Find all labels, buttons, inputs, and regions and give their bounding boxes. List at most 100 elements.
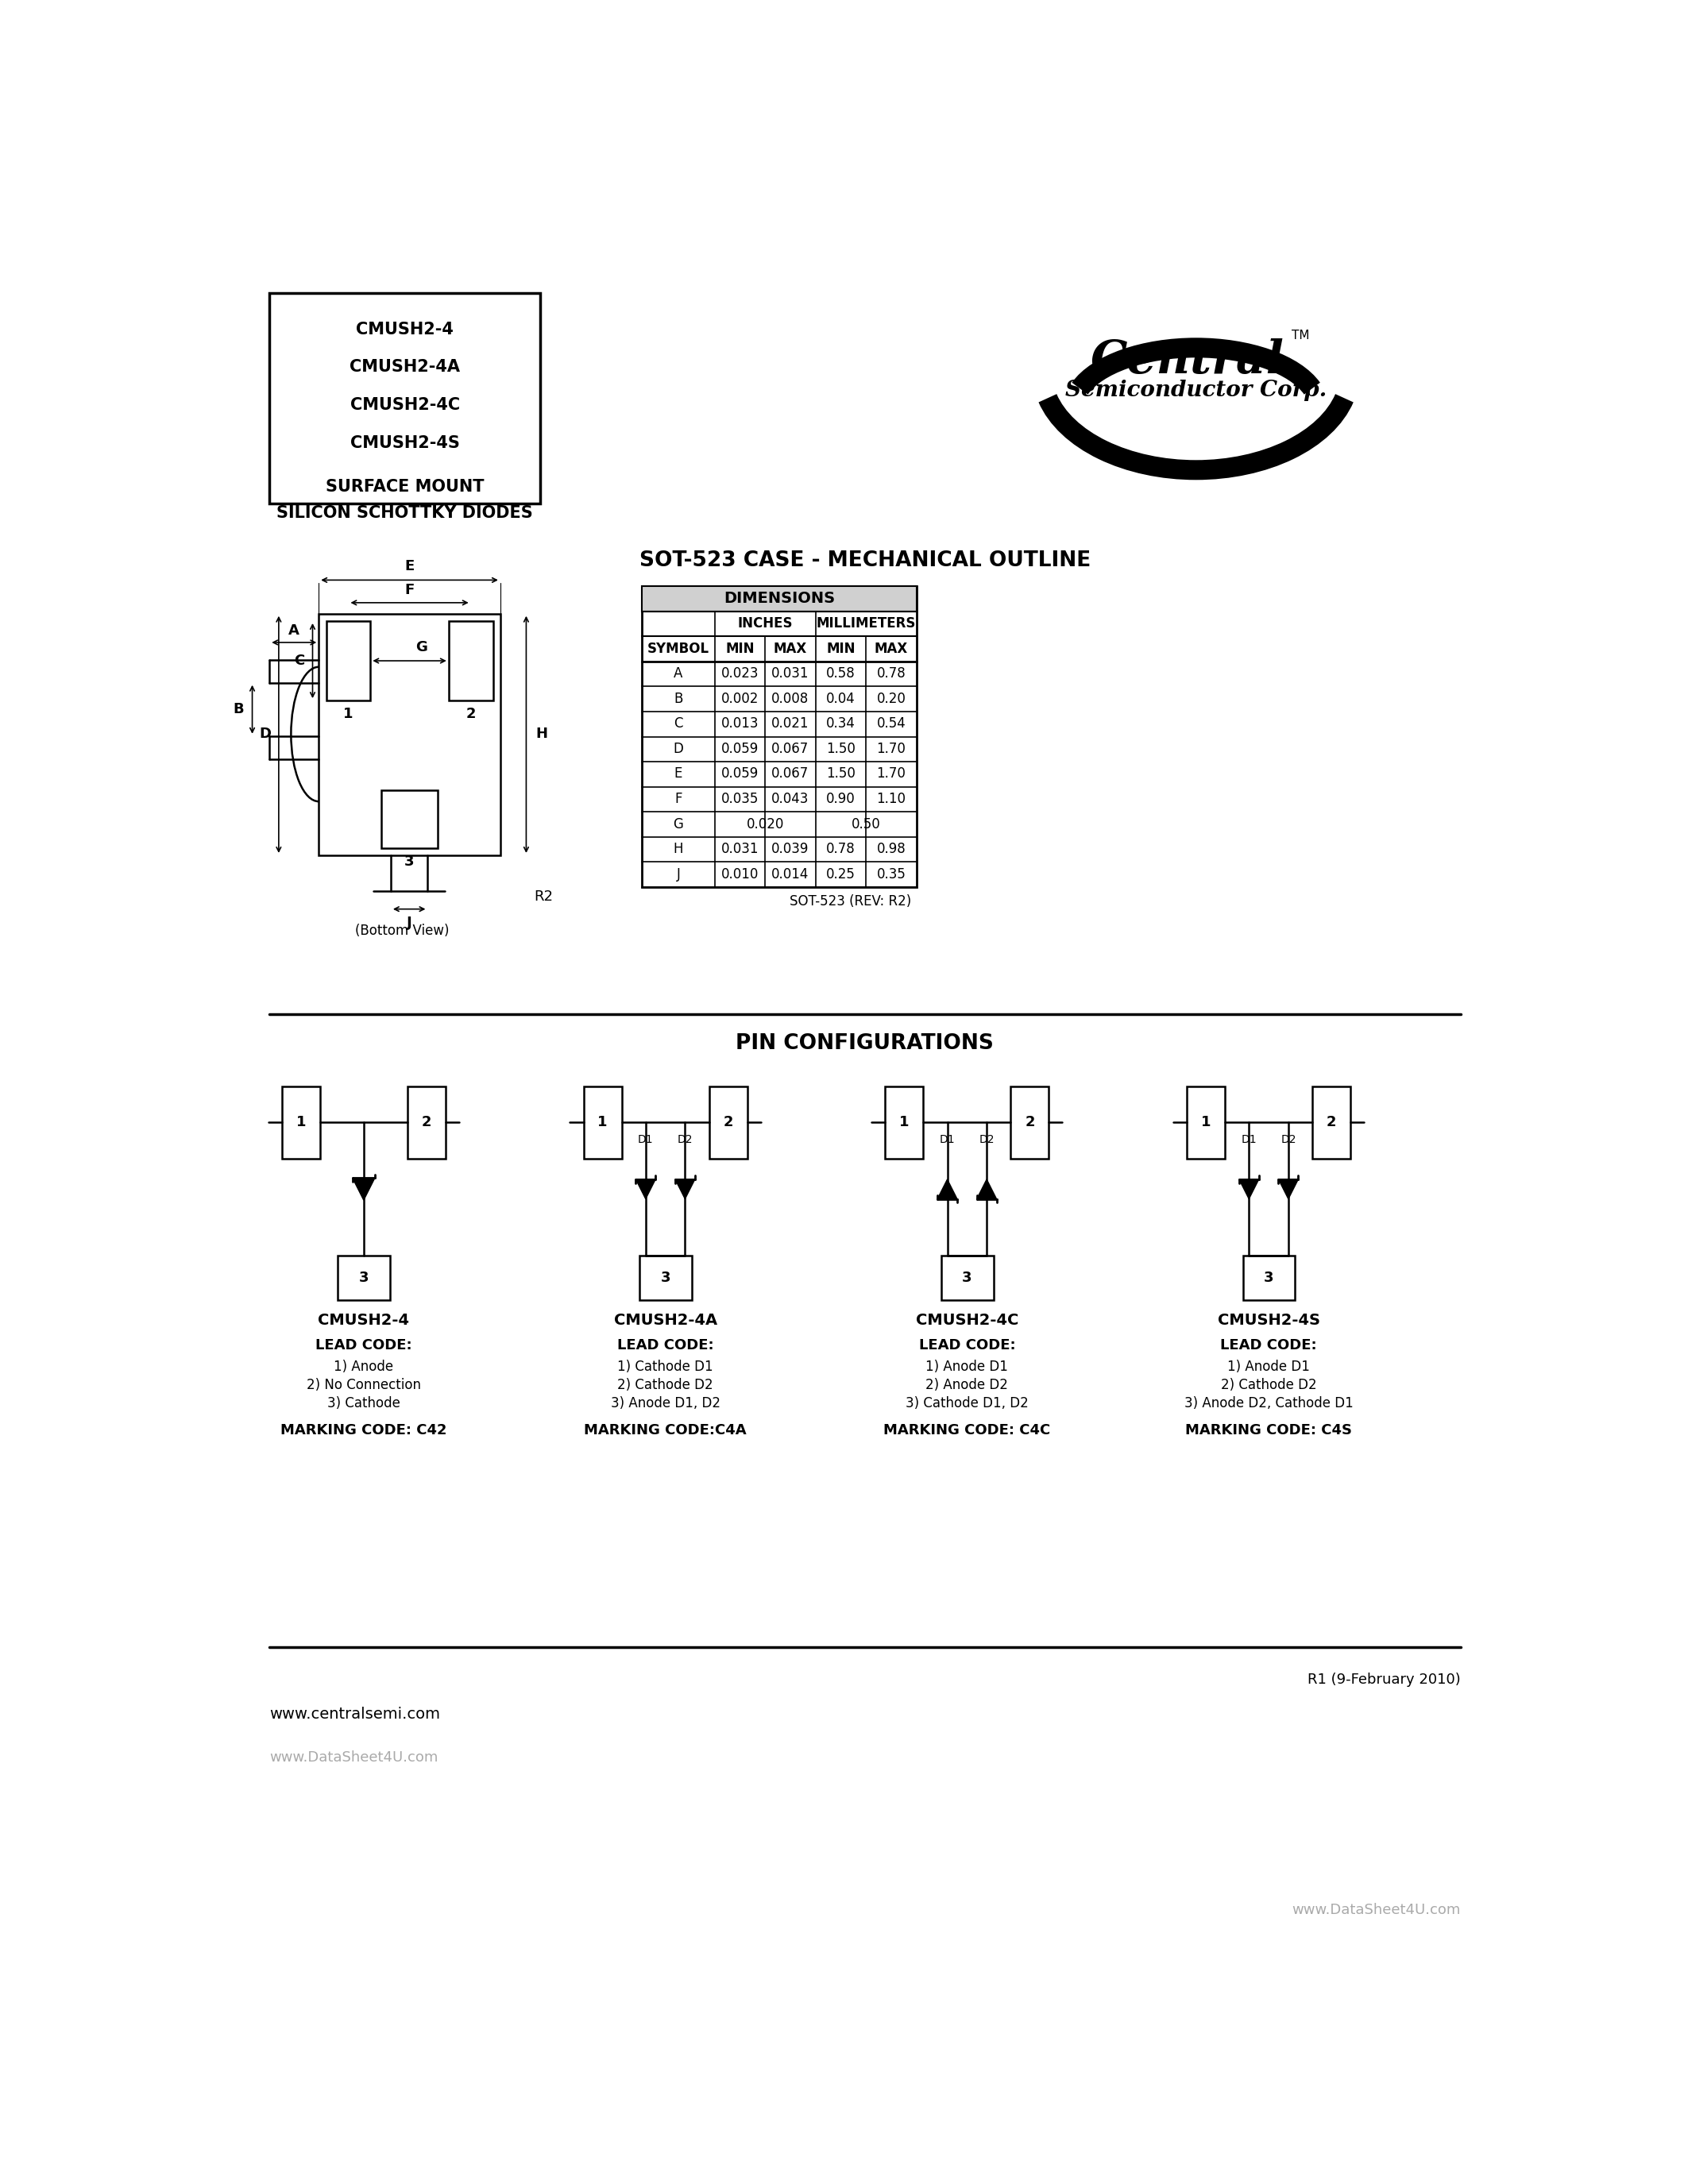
- Text: 0.010: 0.010: [721, 867, 758, 882]
- Text: C: C: [294, 653, 304, 668]
- Text: 0.031: 0.031: [721, 843, 758, 856]
- Text: G: G: [674, 817, 684, 832]
- Text: 1: 1: [343, 708, 353, 721]
- Polygon shape: [1278, 1179, 1298, 1199]
- Text: 3: 3: [660, 1271, 670, 1284]
- Text: 3) Anode D1, D2: 3) Anode D1, D2: [611, 1396, 721, 1411]
- Text: TM: TM: [1291, 330, 1310, 341]
- Bar: [885, 1085, 923, 1158]
- Text: 2) Cathode D2: 2) Cathode D2: [618, 1378, 714, 1391]
- Text: 0.031: 0.031: [771, 666, 809, 681]
- Text: H: H: [674, 843, 684, 856]
- Text: CMUSH2-4: CMUSH2-4: [356, 321, 454, 336]
- Bar: [319, 614, 500, 856]
- Text: 0.013: 0.013: [721, 716, 758, 732]
- Text: 3: 3: [360, 1271, 368, 1284]
- Bar: [942, 1256, 994, 1299]
- Text: 2: 2: [1327, 1116, 1337, 1129]
- Text: 1.50: 1.50: [825, 767, 856, 782]
- Text: 1) Cathode D1: 1) Cathode D1: [618, 1358, 714, 1374]
- Text: LEAD CODE:: LEAD CODE:: [918, 1339, 1014, 1352]
- Polygon shape: [636, 1179, 655, 1199]
- Text: CMUSH2-4C: CMUSH2-4C: [915, 1313, 1018, 1328]
- Text: 0.014: 0.014: [771, 867, 809, 882]
- Text: F: F: [675, 793, 682, 806]
- Text: 0.021: 0.021: [771, 716, 809, 732]
- Text: 0.50: 0.50: [851, 817, 881, 832]
- Bar: [641, 585, 917, 612]
- Text: 0.25: 0.25: [825, 867, 856, 882]
- Text: D2: D2: [1281, 1133, 1296, 1144]
- Text: 2: 2: [422, 1116, 432, 1129]
- Text: 3: 3: [962, 1271, 972, 1284]
- Text: CMUSH2-4C: CMUSH2-4C: [349, 397, 459, 413]
- Text: A: A: [674, 666, 682, 681]
- Text: 0.78: 0.78: [876, 666, 906, 681]
- Text: www.DataSheet4U.com: www.DataSheet4U.com: [270, 1749, 439, 1765]
- Text: 1.70: 1.70: [876, 743, 906, 756]
- Bar: [640, 1256, 692, 1299]
- Text: CMUSH2-4: CMUSH2-4: [317, 1313, 410, 1328]
- Bar: [641, 585, 917, 887]
- Text: E: E: [405, 559, 414, 574]
- Text: 3: 3: [1264, 1271, 1274, 1284]
- Text: D1: D1: [638, 1133, 653, 1144]
- Text: 0.78: 0.78: [825, 843, 856, 856]
- Text: D: D: [674, 743, 684, 756]
- Bar: [584, 1085, 621, 1158]
- Text: 1: 1: [598, 1116, 608, 1129]
- Polygon shape: [937, 1179, 957, 1199]
- Text: MILLIMETERS: MILLIMETERS: [817, 616, 917, 631]
- Bar: [1011, 1085, 1048, 1158]
- Text: 2: 2: [1025, 1116, 1035, 1129]
- Text: 0.90: 0.90: [825, 793, 856, 806]
- Bar: [270, 293, 540, 505]
- Text: SILICON SCHOTTKY DIODES: SILICON SCHOTTKY DIODES: [277, 505, 533, 520]
- Text: 3) Cathode D1, D2: 3) Cathode D1, D2: [905, 1396, 1028, 1411]
- Text: H: H: [535, 727, 547, 740]
- Text: 1) Anode D1: 1) Anode D1: [1227, 1358, 1310, 1374]
- Text: Semiconductor Corp.: Semiconductor Corp.: [1065, 380, 1327, 402]
- Text: (Bottom View): (Bottom View): [354, 924, 449, 937]
- Text: 2: 2: [722, 1116, 733, 1129]
- Bar: [1312, 1085, 1350, 1158]
- Text: E: E: [674, 767, 682, 782]
- Bar: [709, 1085, 748, 1158]
- Text: 0.059: 0.059: [721, 767, 758, 782]
- Text: 0.35: 0.35: [876, 867, 906, 882]
- Text: SYMBOL: SYMBOL: [647, 642, 709, 655]
- Bar: [338, 1256, 390, 1299]
- Text: 0.043: 0.043: [771, 793, 809, 806]
- Text: 2) Cathode D2: 2) Cathode D2: [1220, 1378, 1317, 1391]
- Text: 0.20: 0.20: [876, 692, 906, 705]
- Text: 1.50: 1.50: [825, 743, 856, 756]
- Text: CMUSH2-4A: CMUSH2-4A: [349, 360, 461, 376]
- Text: SURFACE MOUNT: SURFACE MOUNT: [326, 478, 484, 496]
- Text: 0.34: 0.34: [825, 716, 856, 732]
- Text: D2: D2: [979, 1133, 994, 1144]
- Text: www.centralsemi.com: www.centralsemi.com: [270, 1708, 441, 1721]
- Bar: [326, 620, 370, 701]
- Text: C: C: [674, 716, 684, 732]
- Text: 0.067: 0.067: [771, 767, 809, 782]
- Text: CMUSH2-4S: CMUSH2-4S: [1217, 1313, 1320, 1328]
- Text: 1) Anode: 1) Anode: [334, 1358, 393, 1374]
- Text: F: F: [405, 583, 414, 598]
- Text: 0.04: 0.04: [825, 692, 856, 705]
- Text: LEAD CODE:: LEAD CODE:: [618, 1339, 714, 1352]
- Text: INCHES: INCHES: [738, 616, 793, 631]
- Text: SOT-523 (REV: R2): SOT-523 (REV: R2): [790, 895, 912, 909]
- Text: 0.035: 0.035: [721, 793, 758, 806]
- Text: 0.067: 0.067: [771, 743, 809, 756]
- Text: J: J: [407, 915, 412, 930]
- Text: MIN: MIN: [827, 642, 856, 655]
- Polygon shape: [1239, 1179, 1259, 1199]
- Text: MARKING CODE: C4C: MARKING CODE: C4C: [883, 1424, 1050, 1437]
- Text: MIN: MIN: [726, 642, 755, 655]
- Text: R1 (9-February 2010): R1 (9-February 2010): [1308, 1673, 1460, 1686]
- Text: D1: D1: [940, 1133, 955, 1144]
- Text: MAX: MAX: [874, 642, 908, 655]
- Text: CMUSH2-4S: CMUSH2-4S: [349, 435, 459, 452]
- Bar: [1187, 1085, 1225, 1158]
- Text: 0.002: 0.002: [721, 692, 758, 705]
